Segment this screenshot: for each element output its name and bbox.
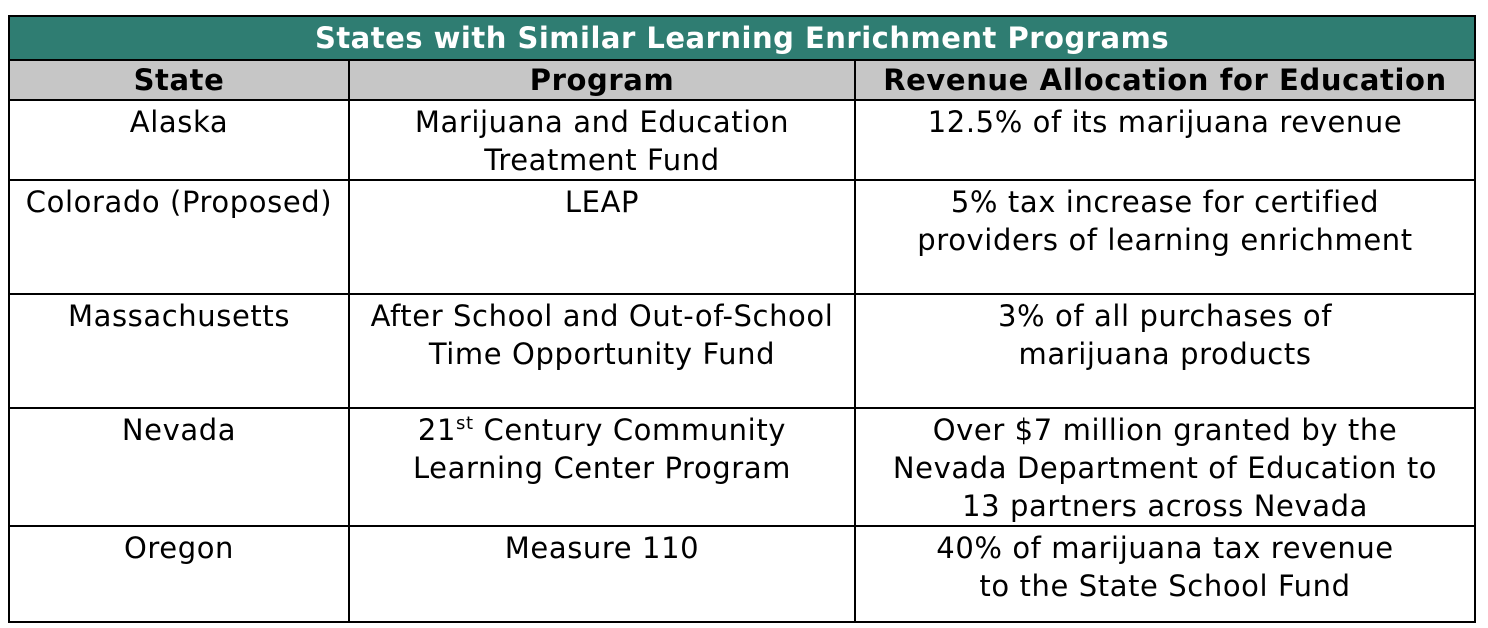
state-name: Colorado (Proposed) xyxy=(25,185,333,219)
header-row: State Program Revenue Allocation for Edu… xyxy=(8,59,1477,101)
table-row-massachusetts: Massachusetts After School and Out-of-Sc… xyxy=(8,293,1477,409)
cell-state: Oregon xyxy=(8,525,350,623)
revenue-line: 3% of all purchases of xyxy=(997,299,1333,333)
revenue-line: 12.5% of its marijuana revenue xyxy=(927,105,1403,139)
header-state: State xyxy=(8,59,350,101)
program-line: 21st Century Community xyxy=(350,411,854,449)
cell-state: Massachusetts xyxy=(8,293,350,409)
state-name: Oregon xyxy=(123,531,235,565)
cell-revenue: 40% of marijuana tax revenue to the Stat… xyxy=(853,525,1477,623)
cell-revenue: 3% of all purchases of marijuana product… xyxy=(853,293,1477,409)
revenue-line: providers of learning enrichment xyxy=(917,223,1413,257)
cell-state: Nevada xyxy=(8,407,350,527)
ordinal-suffix: st xyxy=(456,413,474,434)
cell-program: Measure 110 xyxy=(348,525,856,623)
table-row-oregon: Oregon Measure 110 40% of marijuana tax … xyxy=(8,525,1477,623)
programs-table-container: States with Similar Learning Enrichment … xyxy=(7,15,1477,623)
revenue-line: 13 partners across Nevada xyxy=(962,489,1368,523)
header-program: Program xyxy=(348,59,856,101)
table-row-nevada: Nevada 21st Century Community Learning C… xyxy=(8,407,1477,527)
revenue-line: marijuana products xyxy=(1018,337,1312,371)
cell-program: LEAP xyxy=(348,179,856,295)
state-name: Alaska xyxy=(129,105,229,139)
header-revenue: Revenue Allocation for Education xyxy=(853,59,1477,101)
revenue-line: Nevada Department of Education to xyxy=(892,451,1438,485)
programs-table: States with Similar Learning Enrichment … xyxy=(7,15,1477,623)
revenue-line: 40% of marijuana tax revenue xyxy=(936,531,1394,565)
table-row-alaska: Alaska Marijuana and Education Treatment… xyxy=(8,99,1477,181)
revenue-line: to the State School Fund xyxy=(979,569,1351,603)
table-row-colorado: Colorado (Proposed) LEAP 5% tax increase… xyxy=(8,179,1477,295)
revenue-line: 5% tax increase for certified xyxy=(950,185,1380,219)
revenue-line: Over $7 million granted by the xyxy=(932,413,1398,447)
state-name: Massachusetts xyxy=(67,299,291,333)
cell-program: 21st Century Community Learning Center P… xyxy=(348,407,856,527)
state-name: Nevada xyxy=(121,413,237,447)
program-line: LEAP xyxy=(564,185,640,219)
program-line: Measure 110 xyxy=(504,531,700,565)
table-title: States with Similar Learning Enrichment … xyxy=(7,15,1477,61)
cell-state: Alaska xyxy=(8,99,350,181)
cell-revenue: 12.5% of its marijuana revenue xyxy=(853,99,1477,181)
program-line: After School and Out-of-School xyxy=(370,299,834,333)
cell-revenue: Over $7 million granted by the Nevada De… xyxy=(853,407,1477,527)
program-line: Marijuana and Education xyxy=(414,105,790,139)
cell-revenue: 5% tax increase for certified providers … xyxy=(853,179,1477,295)
program-line: Time Opportunity Fund xyxy=(428,337,776,371)
program-number: 21 xyxy=(417,413,457,447)
program-line: Treatment Fund xyxy=(484,143,720,177)
cell-program: Marijuana and Education Treatment Fund xyxy=(348,99,856,181)
program-line-rest: Century Community xyxy=(473,413,787,447)
cell-program: After School and Out-of-School Time Oppo… xyxy=(348,293,856,409)
program-line: Learning Center Program xyxy=(412,451,792,485)
cell-state: Colorado (Proposed) xyxy=(8,179,350,295)
